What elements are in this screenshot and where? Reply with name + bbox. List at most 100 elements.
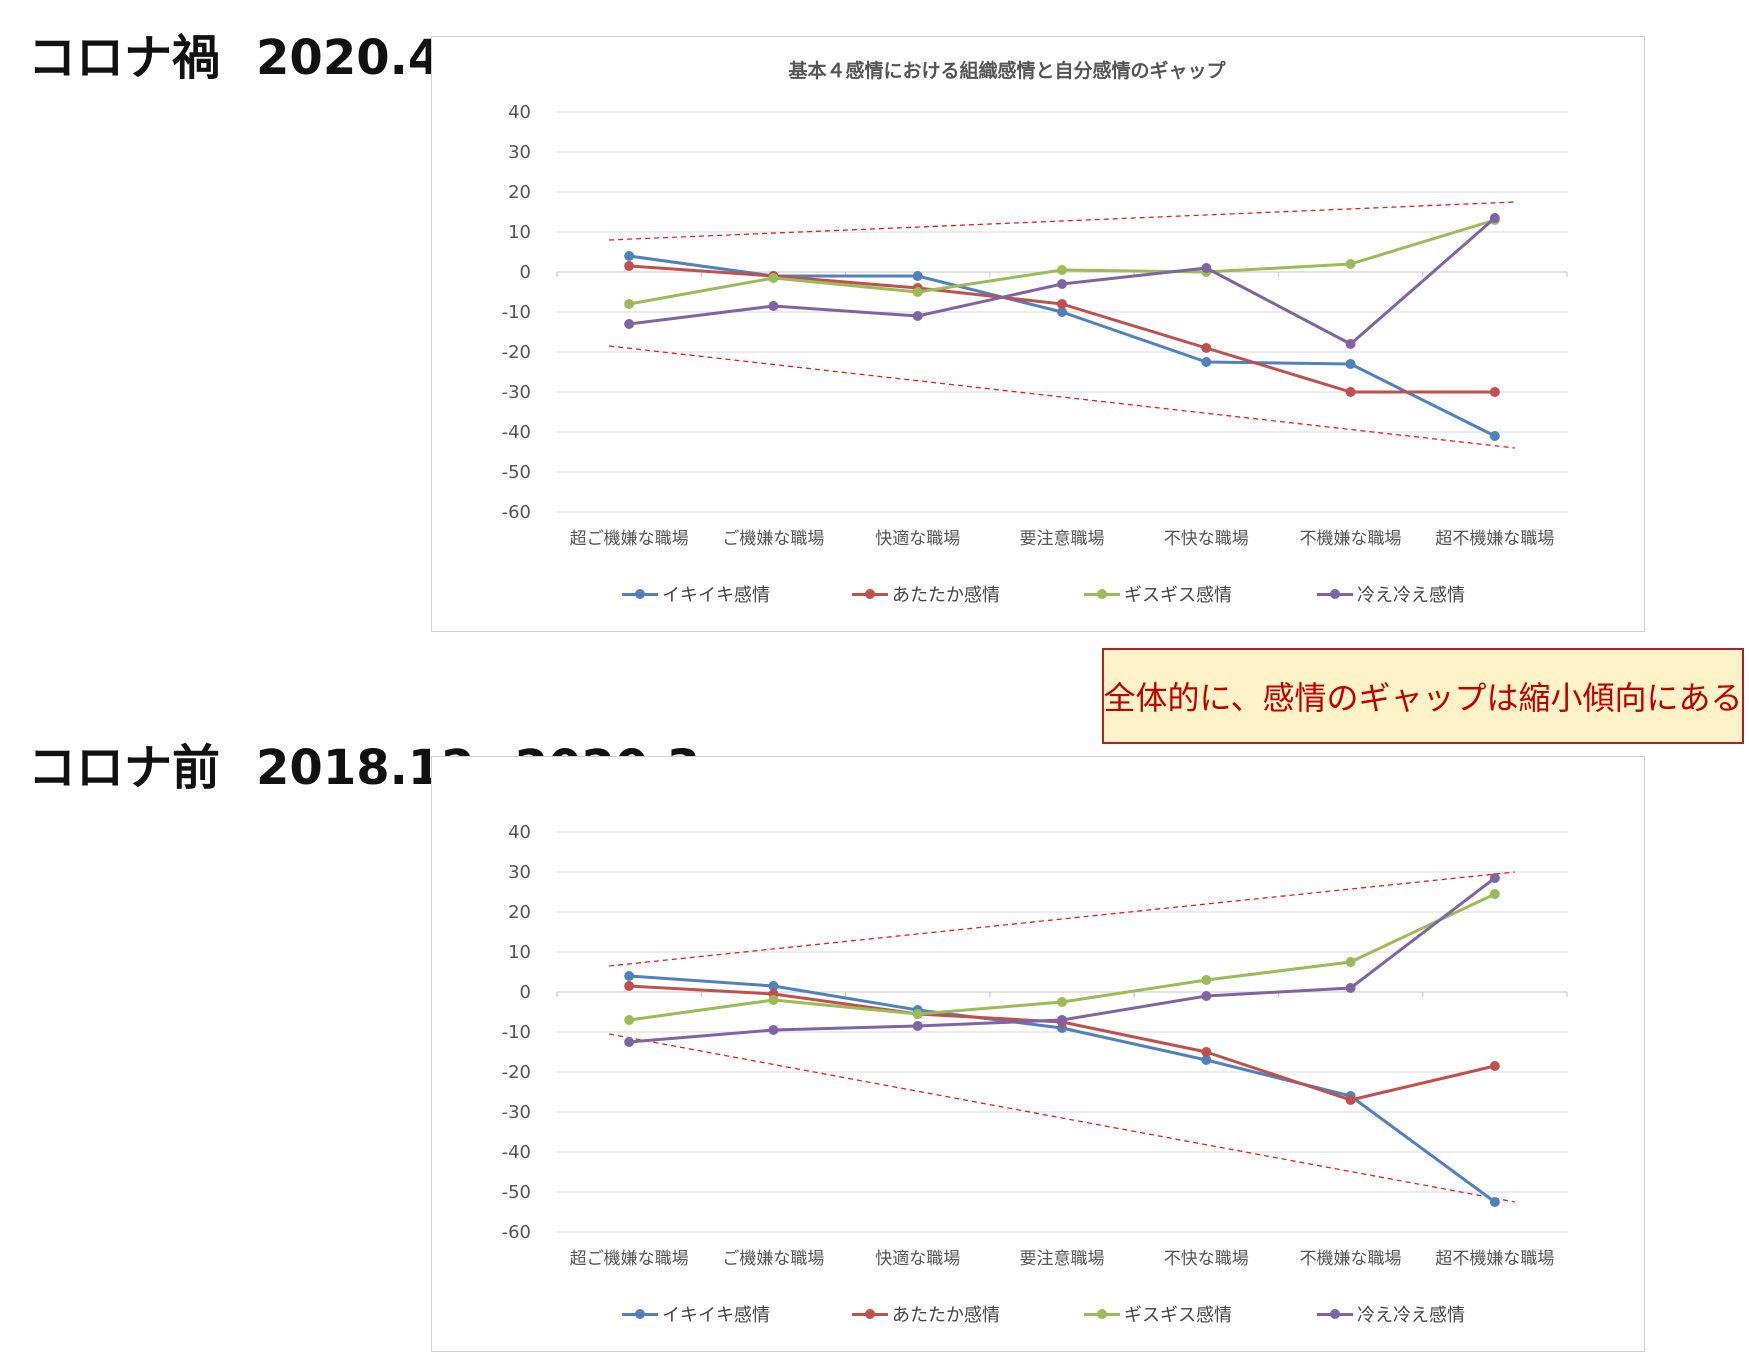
data-point — [624, 1015, 635, 1025]
legend-swatch — [852, 588, 888, 599]
data-point — [624, 981, 635, 991]
data-point — [912, 1009, 923, 1019]
data-point — [768, 273, 779, 283]
x-tick-label: 不快な職場 — [1164, 529, 1249, 549]
chart-svg-covid: 基本４感情における組織感情と自分感情のギャップ 40 30 20 10 0 -10 -20 -3… — [502, 59, 1568, 549]
data-point — [1057, 997, 1067, 1007]
legend-item: あたたか感情 — [852, 579, 1000, 609]
y-tick-label: 10 — [508, 942, 531, 963]
data-point — [1345, 387, 1356, 397]
y-tick-label: -40 — [502, 1142, 531, 1163]
y-tick-label: 0 — [520, 982, 531, 1003]
trend-line — [609, 201, 1515, 241]
data-point — [1345, 339, 1356, 349]
data-point — [1057, 307, 1067, 317]
data-point — [1201, 1047, 1212, 1057]
data-point — [1489, 213, 1500, 223]
data-point — [1057, 299, 1067, 309]
data-point — [624, 971, 635, 981]
legend-item: ギスギス感情 — [1084, 1299, 1232, 1329]
chart-pre-covid: 40 30 20 10 0 -10 -20 -30 -40 -50 -60 超ご機嫌な職場 ご機嫌な職場… — [431, 756, 1645, 1352]
data-point — [1057, 265, 1067, 275]
chart-svg-pre-covid: 40 30 20 10 0 -10 -20 -30 -40 -50 -60 超ご機嫌な職場 ご機嫌な職場… — [502, 822, 1568, 1269]
y-tick-label: -30 — [502, 1102, 531, 1123]
y-tick-label: 40 — [508, 822, 531, 843]
trend-line — [609, 871, 1515, 967]
data-point — [768, 995, 779, 1005]
data-point — [1489, 1061, 1500, 1071]
data-point — [624, 299, 635, 309]
legend-swatch — [1084, 1308, 1120, 1319]
y-tick-label: 20 — [508, 902, 531, 923]
x-tick-label: 不快な職場 — [1164, 1249, 1249, 1269]
data-point — [1201, 343, 1212, 353]
y-tick-label: -20 — [502, 1062, 531, 1083]
legend-swatch — [1084, 588, 1120, 599]
x-tick-label: 要注意職場 — [1020, 529, 1105, 549]
data-point — [768, 301, 779, 311]
legend-label: あたたか感情 — [892, 1305, 1000, 1326]
legend-label: あたたか感情 — [892, 585, 1000, 606]
y-tick-label: -10 — [502, 302, 531, 323]
legend-label: イキイキ感情 — [662, 585, 770, 606]
x-tick-label: 不機嫌な職場 — [1300, 529, 1402, 549]
trend-line — [609, 345, 1515, 449]
x-tick-label: ご機嫌な職場 — [722, 1249, 824, 1269]
x-tick-label: 超ご機嫌な職場 — [570, 529, 689, 549]
gap-shrink-callout: 全体的に、感情のギャップは縮小傾向にある — [1102, 648, 1744, 744]
data-point — [1345, 359, 1356, 369]
data-point — [1201, 1055, 1212, 1065]
series-line — [628, 218, 1496, 306]
data-point — [624, 261, 635, 271]
legend-swatch — [622, 1308, 658, 1319]
data-point — [1489, 387, 1500, 397]
legend-label: 冷え冷え感情 — [1357, 585, 1465, 606]
y-tick-label: 30 — [508, 142, 531, 163]
x-tick-label: ご機嫌な職場 — [722, 529, 824, 549]
legend-label: 冷え冷え感情 — [1357, 1305, 1465, 1326]
x-tick-label: 快適な職場 — [875, 529, 960, 549]
data-point — [912, 1021, 923, 1031]
y-tick-label: 0 — [520, 262, 531, 283]
data-point — [1489, 889, 1500, 899]
data-point — [912, 271, 923, 281]
x-tick-label: 要注意職場 — [1020, 1249, 1105, 1269]
data-point — [1345, 1095, 1356, 1105]
data-point — [912, 287, 923, 297]
heading-label: コロナ前 — [28, 740, 221, 796]
data-point — [1201, 991, 1212, 1001]
y-tick-label: 20 — [508, 182, 531, 203]
data-point — [1057, 279, 1067, 289]
y-tick-label: -50 — [502, 462, 531, 483]
y-tick-label: 40 — [508, 102, 531, 123]
legend-swatch — [1317, 1308, 1353, 1319]
y-tick-label: -40 — [502, 422, 531, 443]
y-tick-label: 30 — [508, 862, 531, 883]
data-point — [1201, 975, 1212, 985]
y-tick-label: -50 — [502, 1182, 531, 1203]
x-tick-label: 超不機嫌な職場 — [1435, 1249, 1554, 1269]
chart-covid: 基本４感情における組織感情と自分感情のギャップ 40 30 20 10 0 -10 -20 -3… — [431, 36, 1645, 632]
legend-item: あたたか感情 — [852, 1299, 1000, 1329]
chart-legend: イキイキ感情 あたたか感情 ギスギス感情 冷え冷え感情 — [432, 579, 1644, 609]
legend-label: ギスギス感情 — [1124, 1305, 1232, 1326]
y-tick-label: -60 — [502, 1222, 531, 1243]
data-point — [1201, 357, 1212, 367]
legend-item: ギスギス感情 — [1084, 579, 1232, 609]
data-point — [1345, 983, 1356, 993]
data-point — [624, 251, 635, 261]
y-tick-label: -20 — [502, 342, 531, 363]
series-line — [629, 974, 1496, 1204]
legend-swatch — [622, 588, 658, 599]
x-tick-label: 不機嫌な職場 — [1300, 1249, 1402, 1269]
chart-title: 基本４感情における組織感情と自分感情のギャップ — [787, 59, 1226, 82]
data-point — [1345, 259, 1356, 269]
data-point — [912, 311, 923, 321]
data-point — [624, 319, 635, 329]
data-point — [768, 981, 779, 991]
trend-line — [609, 1033, 1515, 1203]
data-point — [768, 1025, 779, 1035]
data-point — [624, 1037, 635, 1047]
legend-item: イキイキ感情 — [622, 579, 770, 609]
chart-legend: イキイキ感情 あたたか感情 ギスギス感情 冷え冷え感情 — [432, 1299, 1644, 1329]
